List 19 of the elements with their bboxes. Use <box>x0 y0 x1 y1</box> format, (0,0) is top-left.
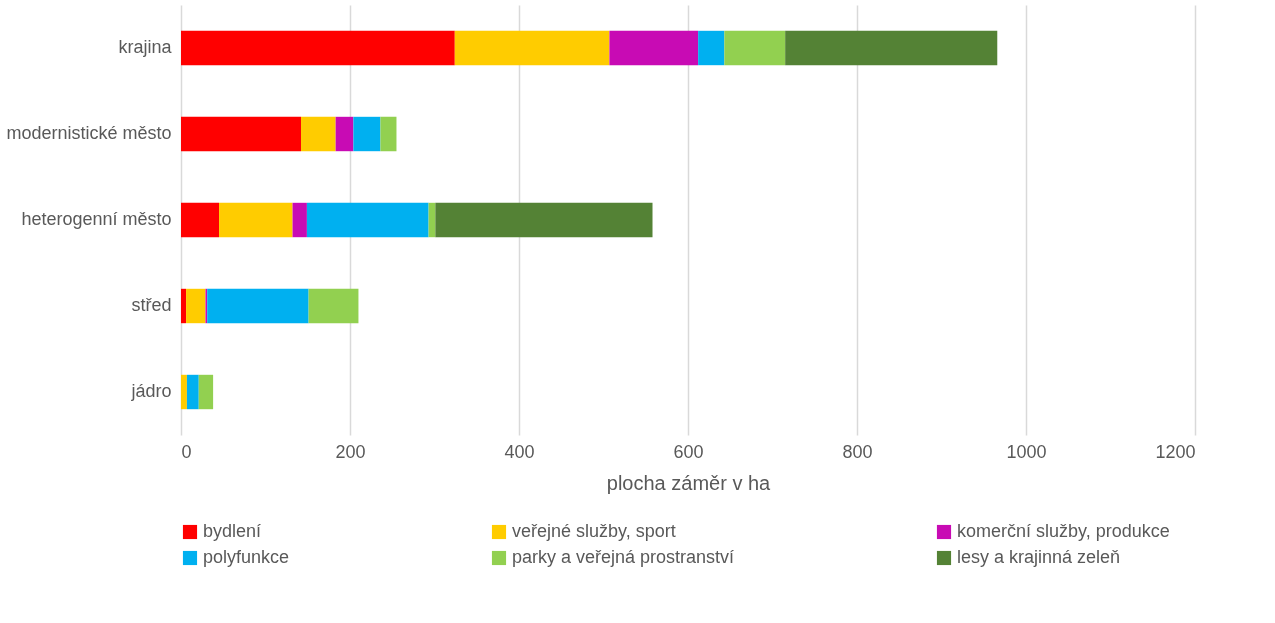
x-tick-label: 600 <box>673 441 704 462</box>
legend-label: lesy a krajinná zeleň <box>957 547 1121 567</box>
x-tick-label: 1200 <box>1155 441 1196 462</box>
x-tick-label: 0 <box>181 441 192 462</box>
x-tick-label: 400 <box>504 441 535 462</box>
legend-label: komerční služby, produkce <box>957 521 1170 541</box>
legend-label: parky a veřejná prostranství <box>512 547 735 567</box>
y-tick-label: střed <box>131 295 172 315</box>
legend-label: bydlení <box>203 521 262 541</box>
x-tick-label: 1000 <box>1006 441 1047 462</box>
y-tick-label: modernistické město <box>6 123 172 143</box>
y-tick-label: krajina <box>118 37 173 57</box>
legend-label: polyfunkce <box>203 547 290 567</box>
x-tick-label: 800 <box>842 441 873 462</box>
y-tick-label: jádro <box>130 381 172 401</box>
y-tick-label: heterogenní město <box>21 209 172 229</box>
x-axis-title: plocha záměr v ha <box>606 471 772 494</box>
legend-label: veřejné služby, sport <box>512 521 676 541</box>
x-tick-label: 200 <box>335 441 366 462</box>
